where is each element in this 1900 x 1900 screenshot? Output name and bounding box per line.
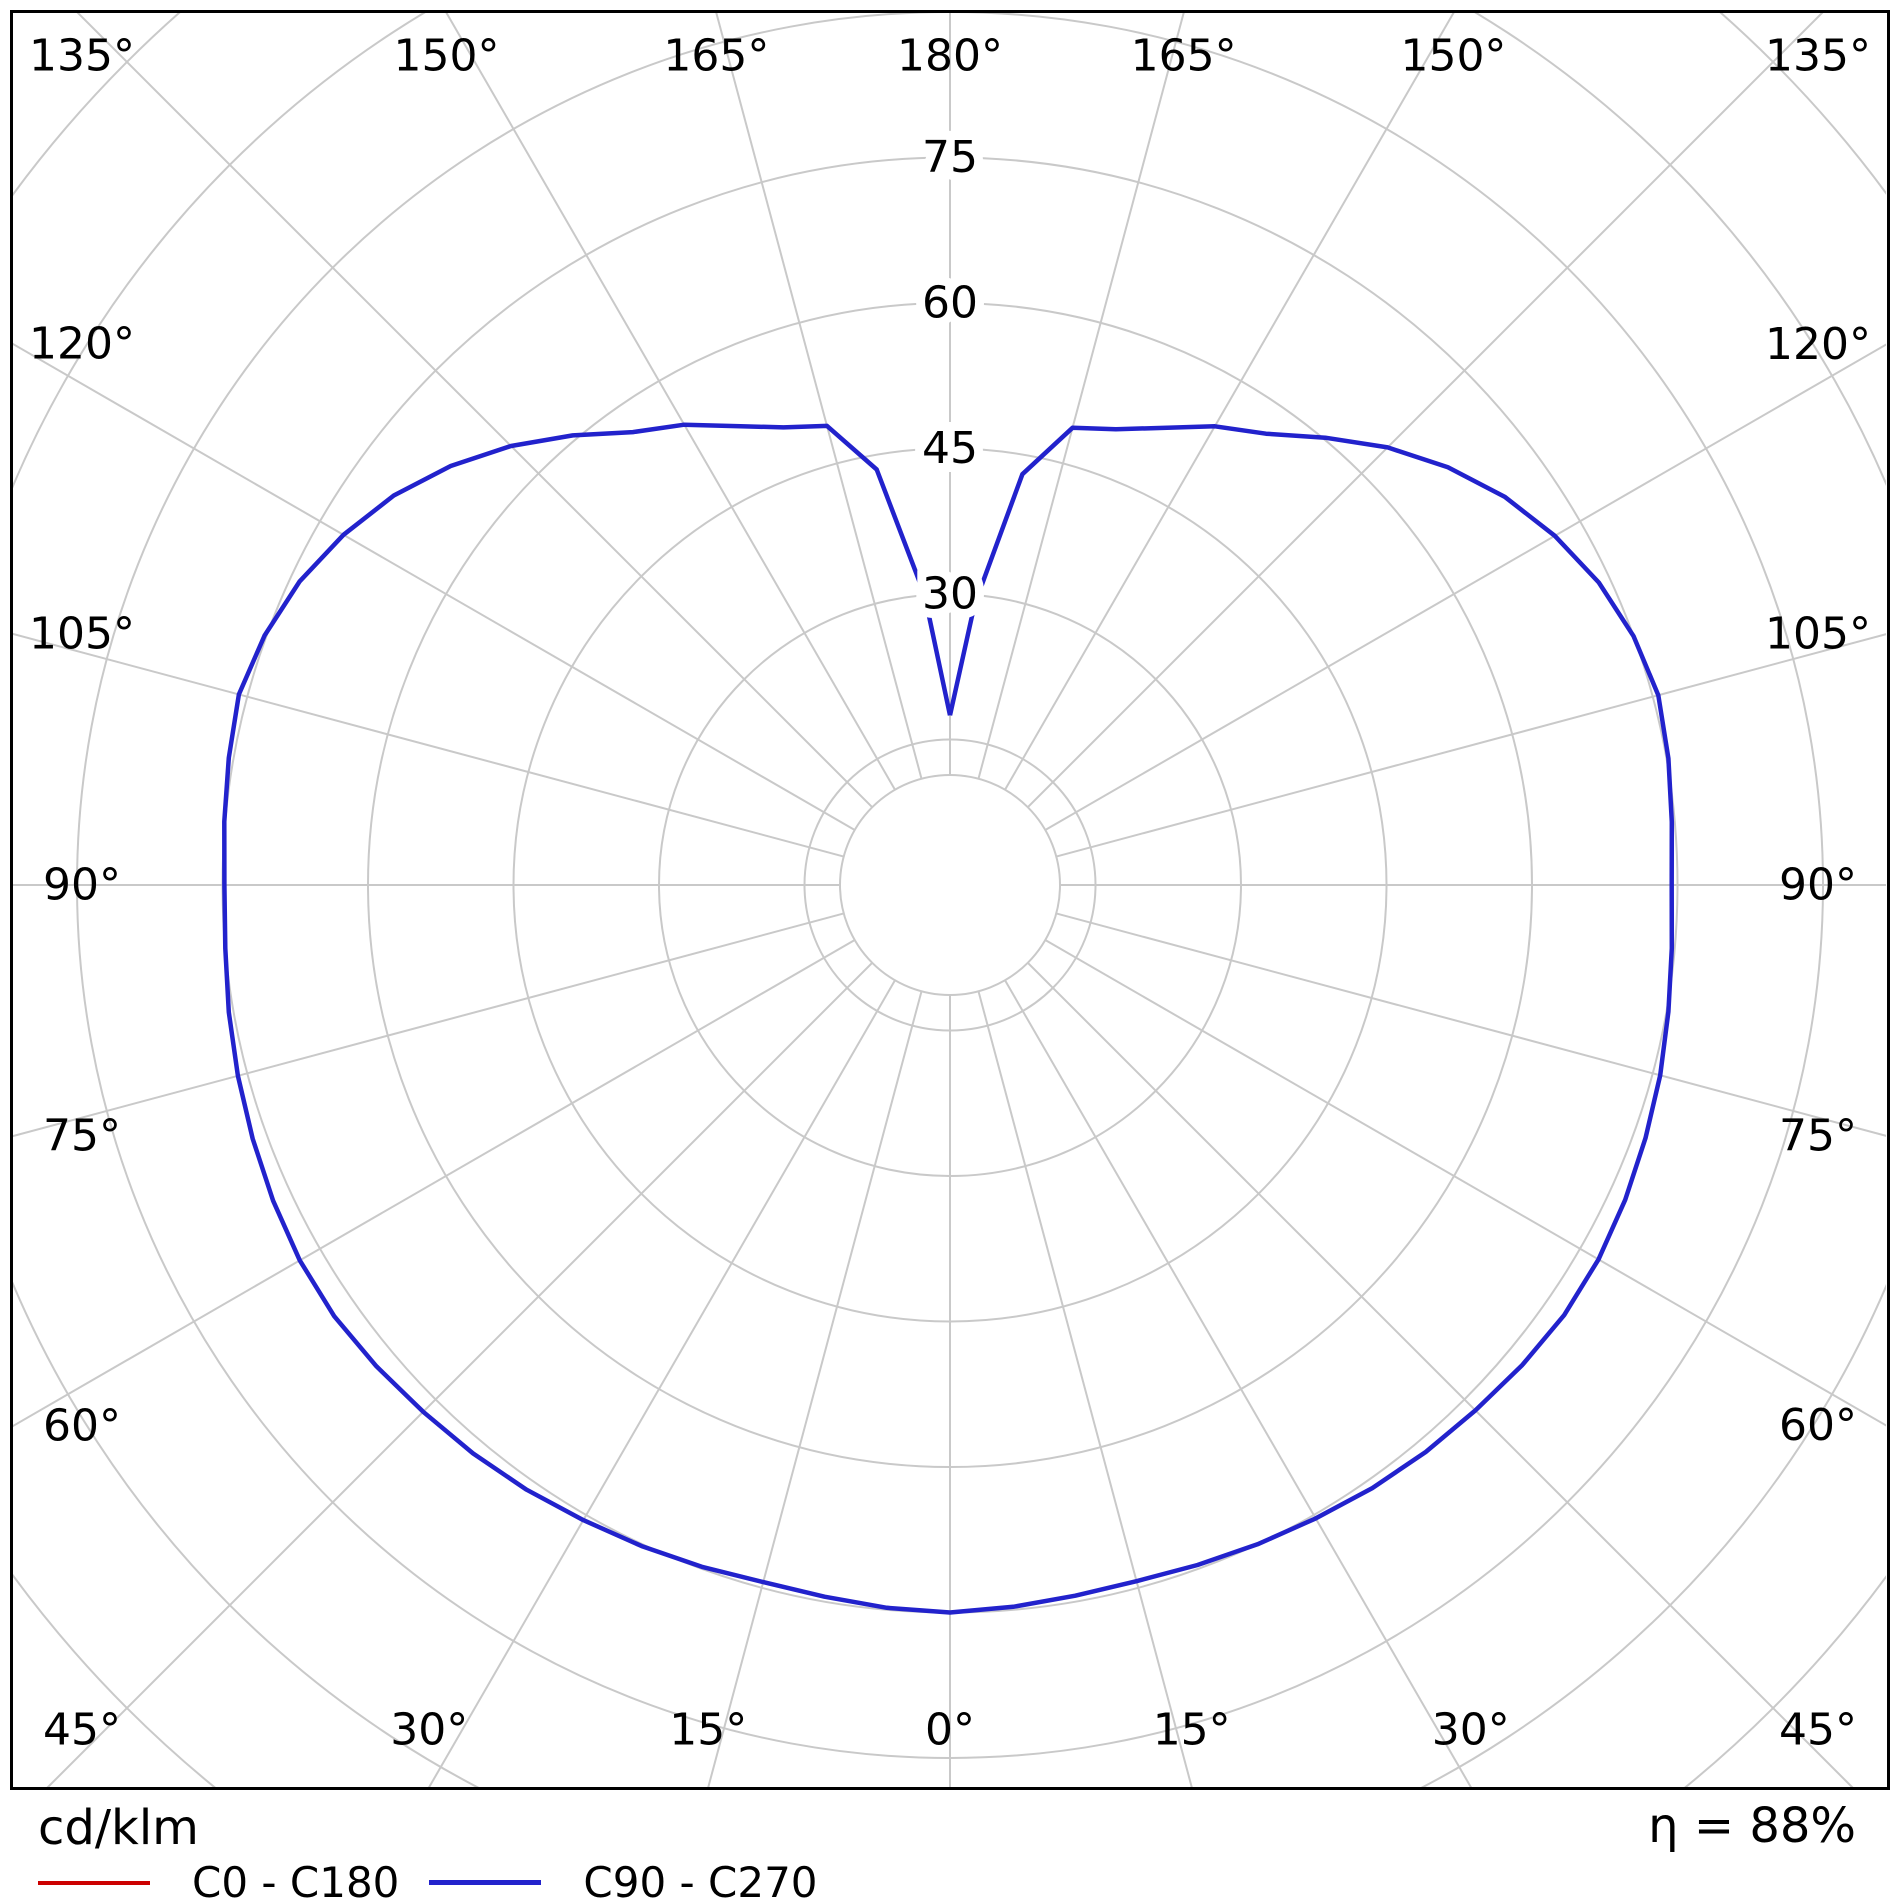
ring-label-30: 30 xyxy=(922,569,978,620)
grid-spoke-315 xyxy=(46,962,873,1787)
legend-item-c0-c180: C0 - C180 xyxy=(38,1858,399,1900)
angle-label-75-right: 75° xyxy=(1779,1110,1857,1161)
blue-line-icon xyxy=(429,1880,542,1885)
grid-spoke-60 xyxy=(1044,939,1886,1427)
angle-label-45-right: 45° xyxy=(1779,1705,1857,1756)
angle-label-30-left: 30° xyxy=(390,1705,468,1756)
grid-spoke-15 xyxy=(977,990,1193,1787)
angle-label-150-right: 150° xyxy=(1400,31,1506,82)
angle-label-30-right: 30° xyxy=(1432,1705,1510,1756)
grid-spoke-195 xyxy=(715,13,923,780)
angle-label-120-right: 120° xyxy=(1765,319,1871,370)
angle-label-105-left: 105° xyxy=(29,608,135,659)
grid-spoke-240 xyxy=(13,342,856,831)
grid-spoke-150 xyxy=(1004,13,1455,791)
angle-label-135-left: 135° xyxy=(29,31,135,82)
grid-spoke-45 xyxy=(1027,962,1854,1787)
angle-label-0-right: 0° xyxy=(925,1705,975,1756)
legend: C0 - C180 C90 - C270 xyxy=(38,1858,818,1900)
grid-spoke-210 xyxy=(445,13,896,791)
chart-frame xyxy=(10,10,1890,1790)
angle-label-165-right: 165° xyxy=(1131,31,1237,82)
grid-spoke-135 xyxy=(1027,13,1824,808)
angle-label-180-right: 180° xyxy=(897,31,1003,82)
grid-spoke-120 xyxy=(1044,343,1886,831)
angle-label-150-left: 150° xyxy=(394,31,500,82)
efficiency-label: η = 88% xyxy=(1648,1798,1856,1854)
angle-label-15-left: 15° xyxy=(669,1705,747,1756)
ring-label-45: 45 xyxy=(922,423,978,474)
angle-label-90-left: 90° xyxy=(43,860,121,911)
grid-spoke-105 xyxy=(1055,633,1886,858)
ring-label-60: 60 xyxy=(922,278,978,329)
grid-spoke-330 xyxy=(428,979,896,1787)
angle-label-165-left: 165° xyxy=(663,31,769,82)
grid-spoke-30 xyxy=(1004,979,1472,1787)
angle-label-60-left: 60° xyxy=(43,1400,121,1451)
polar-grid xyxy=(13,13,1886,1787)
angle-label-15-right: 15° xyxy=(1153,1705,1231,1756)
legend-label-c0-c180: C0 - C180 xyxy=(192,1858,400,1900)
polar-chart: 30 45 60 75 0° 15° 15° 30° 30° 45° 45° 60° 60° 75° 75°… xyxy=(10,10,1890,1790)
angle-label-45-left: 45° xyxy=(43,1705,121,1756)
angle-label-135-right: 135° xyxy=(1765,31,1871,82)
grid-spoke-300 xyxy=(13,939,856,1428)
angle-label-60-right: 60° xyxy=(1779,1400,1857,1451)
grid-spoke-285 xyxy=(13,912,845,1138)
intensity-curve-C90-C270 xyxy=(222,422,1675,1615)
angle-label-90-right: 90° xyxy=(1779,860,1857,911)
angle-label-120-left: 120° xyxy=(29,319,135,370)
grid-spoke-165 xyxy=(977,13,1185,780)
angle-label-75-left: 75° xyxy=(43,1111,121,1162)
grid-spoke-225 xyxy=(76,13,873,808)
red-line-icon xyxy=(38,1880,150,1885)
hub-circle xyxy=(839,774,1061,996)
legend-item-c90-c270: C90 - C270 xyxy=(429,1858,818,1900)
unit-label: cd/klm xyxy=(38,1800,199,1856)
grid-spoke-345 xyxy=(707,990,923,1787)
grid-spoke-75 xyxy=(1055,912,1886,1137)
legend-label-c90-c270: C90 - C270 xyxy=(583,1858,818,1900)
angle-label-105-right: 105° xyxy=(1765,609,1871,660)
ring-label-75: 75 xyxy=(922,132,978,183)
grid-spoke-255 xyxy=(13,632,845,858)
